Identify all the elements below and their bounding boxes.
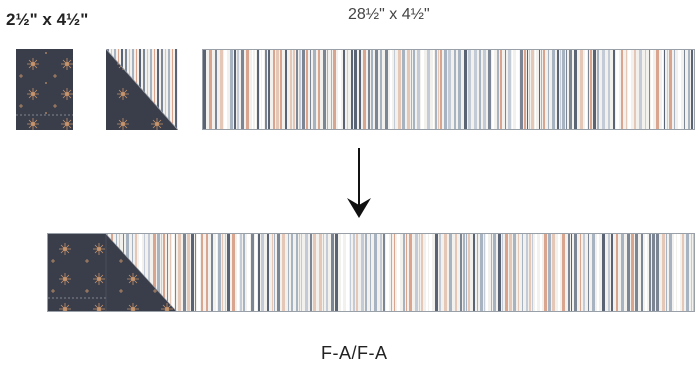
strip-size-label: 28½" x 4½" (348, 6, 430, 23)
navy-rectangle-piece (16, 49, 73, 130)
half-square-triangle-piece (106, 49, 178, 130)
down-arrow-icon (347, 148, 371, 218)
unit-name-label: F-A/F-A (321, 343, 388, 363)
small-pieces-size-label: 2½" x 4½" (6, 10, 89, 29)
striped-strip-piece (202, 49, 695, 130)
joined-strip-unit (47, 233, 695, 312)
